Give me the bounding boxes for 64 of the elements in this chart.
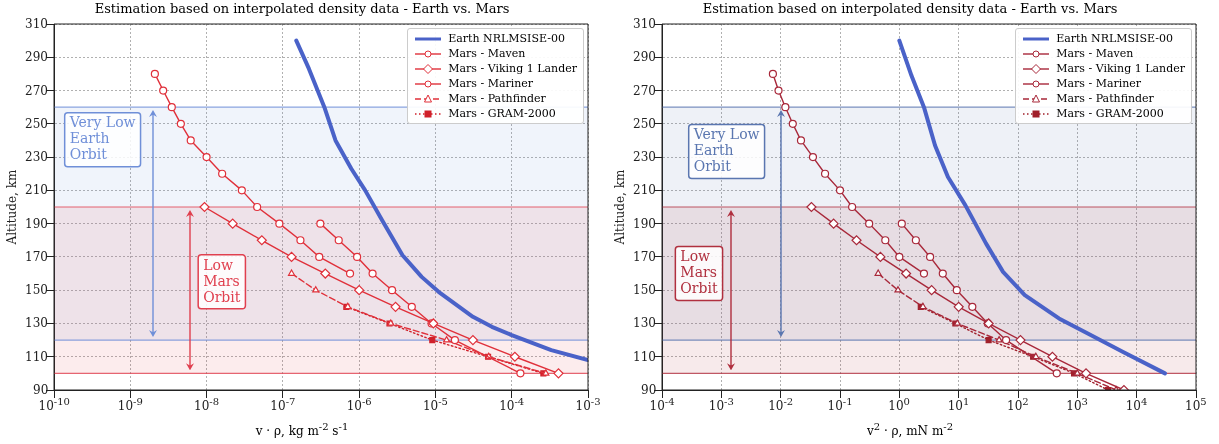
y-tick-label: 270 (25, 83, 48, 98)
x-tick-label: 10$^{-4}$ (649, 396, 675, 413)
y-tick-label: 110 (633, 349, 656, 364)
chart-title: Estimation based on interpolated density data - Earth vs. Mars (701, 0, 1119, 18)
band-label: Very Low Earth Orbit (692, 126, 760, 175)
legend-label: Mars - Mariner (448, 77, 534, 90)
x-tick-label: 10$^{-8}$ (194, 395, 220, 413)
legend-label: Mars - Pathfinder (448, 92, 546, 105)
y-tick-label: 250 (633, 116, 656, 131)
band-label: Very Low Earth Orbit (68, 114, 136, 163)
y-tick-label: 270 (633, 83, 656, 98)
legend-label: Mars - Viking 1 Lander (448, 62, 577, 75)
x-axis-title: v$^{2}$ · ρ, mN m$^{-2}$ (865, 420, 955, 440)
legend-label: Mars - Maven (1056, 47, 1134, 60)
y-tick-label: 190 (633, 216, 656, 231)
y-tick-label: 210 (633, 183, 656, 198)
y-tick-label: 150 (25, 283, 48, 298)
y-tick-label: 110 (25, 349, 48, 364)
legend-label: Mars - Pathfinder (1056, 92, 1154, 105)
y-tick-label: 290 (633, 50, 656, 65)
x-tick-label: 10$^{5}$ (1185, 395, 1207, 413)
x-tick-label: 10$^{-5}$ (422, 395, 448, 413)
chart-title: Estimation based on interpolated density data - Earth vs. Mars (93, 0, 511, 18)
legend-label: Mars - GRAM-2000 (448, 107, 556, 120)
y-tick-label: 150 (633, 283, 656, 298)
x-tick-label: 10$^{-1}$ (827, 395, 853, 413)
y-tick-label: 170 (633, 249, 656, 264)
x-tick-label: 10$^{-3}$ (575, 395, 601, 413)
x-tick-label: 10$^{-10}$ (38, 396, 70, 413)
x-tick-label: 10$^{-7}$ (270, 395, 296, 413)
x-tick-label: 10$^{-3}$ (708, 395, 734, 413)
band-label: Low Mars Orbit (203, 256, 241, 305)
y-tick-label: 230 (25, 150, 48, 165)
legend-label: Mars - Mariner (1056, 77, 1142, 90)
y-tick-label: 130 (633, 316, 656, 331)
band-label: Low Mars Orbit (680, 248, 718, 297)
y-tick-label: 230 (633, 150, 656, 165)
x-tick-label: 10$^{-4}$ (499, 395, 525, 413)
x-tick-label: 10$^{1}$ (947, 395, 970, 413)
y-axis-title: Altitude, km (5, 168, 20, 246)
y-tick-label: 290 (25, 50, 48, 65)
x-tick-label: 10$^{4}$ (1125, 395, 1148, 413)
x-tick-label: 10$^{2}$ (1007, 395, 1029, 413)
y-axis-title: Altitude, km (613, 168, 628, 246)
y-tick-label: 170 (25, 249, 48, 264)
y-tick-label: 190 (25, 216, 48, 231)
x-tick-label: 10$^{-2}$ (768, 395, 794, 413)
y-tick-label: 130 (25, 316, 48, 331)
x-tick-label: 10$^{-9}$ (117, 395, 143, 413)
legend-label: Mars - Viking 1 Lander (1056, 62, 1185, 75)
y-tick-label: 90 (641, 383, 657, 397)
x-tick-label: 10$^{0}$ (888, 395, 910, 413)
y-tick-label: 90 (33, 383, 49, 397)
legend-label: Earth NRLMSISE-00 (1056, 32, 1173, 45)
legend-label: Earth NRLMSISE-00 (448, 32, 565, 45)
y-tick-label: 310 (25, 17, 48, 31)
x-axis-title: v · ρ, kg m$^{-2}$ s$^{-1}$ (254, 420, 350, 440)
y-tick-label: 250 (25, 116, 48, 131)
y-tick-label: 310 (633, 17, 656, 31)
legend-label: Mars - GRAM-2000 (1056, 107, 1164, 120)
y-tick-label: 210 (25, 183, 48, 198)
x-tick-label: 10$^{3}$ (1066, 395, 1088, 413)
x-tick-label: 10$^{-6}$ (346, 395, 372, 413)
legend-label: Mars - Maven (448, 47, 526, 60)
